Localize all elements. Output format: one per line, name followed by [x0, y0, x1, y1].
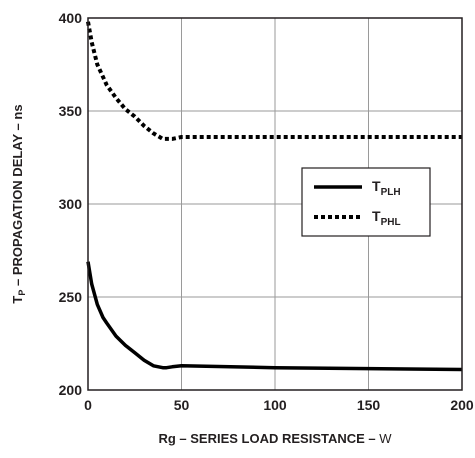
legend: TPLH TPHL	[301, 167, 431, 237]
y-tick-label: 200	[59, 382, 83, 398]
y-axis-label-rest: – PROPAGATION DELAY – ns	[10, 104, 25, 289]
tick-labels: 0 50 100 150 200 200 250 300 350 400	[59, 10, 474, 413]
legend-box	[301, 167, 431, 237]
legend-label-tphl-main: T	[372, 208, 381, 224]
y-tick-label: 400	[59, 10, 83, 26]
plot-frame	[87, 17, 463, 391]
legend-label-tphl: TPHL	[372, 208, 401, 228]
y-tick-label: 300	[59, 196, 83, 212]
legend-label-tphl-sub: PHL	[381, 217, 401, 228]
legend-label-tplh-main: T	[372, 178, 381, 194]
x-axis-label-unit: W	[379, 431, 392, 446]
legend-label-tplh: TPLH	[372, 178, 401, 198]
x-tick-label: 200	[450, 397, 474, 413]
y-axis-label-sub: P	[17, 290, 27, 296]
series-line-phl	[86, 21, 462, 141]
y-tick-label: 250	[59, 289, 83, 305]
x-tick-label: 100	[263, 397, 287, 413]
x-tick-label: 0	[84, 397, 92, 413]
legend-label-tplh-sub: PLH	[381, 187, 401, 198]
y-axis-label-main: T	[10, 296, 25, 304]
x-tick-label: 50	[174, 397, 190, 413]
series-layer	[86, 21, 463, 372]
x-axis-label: Rg – SERIES LOAD RESISTANCE – W	[158, 431, 392, 446]
series-line-plh	[86, 261, 463, 372]
y-tick-label: 350	[59, 103, 83, 119]
y-axis-label: TP – PROPAGATION DELAY – ns	[10, 104, 27, 303]
x-axis-label-main: Rg – SERIES LOAD RESISTANCE –	[158, 431, 379, 446]
x-tick-label: 150	[357, 397, 381, 413]
